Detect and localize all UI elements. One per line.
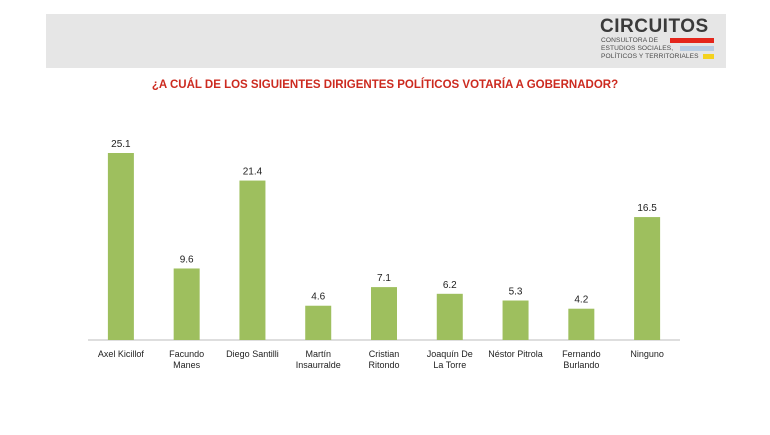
logo-line-1: CONSULTORA DE bbox=[601, 37, 659, 44]
category-label-5-1: La Torre bbox=[433, 360, 466, 370]
category-label-2-0: Diego Santilli bbox=[226, 349, 279, 359]
bar-6 bbox=[502, 300, 529, 340]
bar-value-label-5: 6.2 bbox=[443, 280, 457, 291]
logo-line-3: POLÍTICOS Y TERRITORIALES bbox=[601, 53, 699, 60]
bar-1 bbox=[173, 268, 200, 340]
bar-value-label-7: 4.2 bbox=[574, 295, 588, 306]
bar-7 bbox=[568, 308, 595, 340]
logo-red-bar bbox=[670, 38, 714, 43]
category-label-3-1: Insaurralde bbox=[296, 360, 341, 370]
category-label-8-0: Ninguno bbox=[630, 349, 664, 359]
logo-blue-bar bbox=[680, 46, 714, 51]
bar-value-label-8: 16.5 bbox=[637, 203, 657, 214]
bar-8 bbox=[634, 217, 661, 340]
logo-yellow-bar bbox=[703, 54, 714, 59]
category-label-1-1: Manes bbox=[173, 360, 201, 370]
category-label-4-1: Ritondo bbox=[368, 360, 399, 370]
circuitos-logo: CIRCUITOS CONSULTORA DE ESTUDIOS SOCIALE… bbox=[600, 16, 722, 64]
bar-3 bbox=[305, 305, 332, 340]
bar-value-label-6: 5.3 bbox=[509, 287, 523, 298]
bar-0 bbox=[107, 153, 134, 340]
bar-5 bbox=[436, 293, 463, 340]
category-label-5-0: Joaquín De bbox=[427, 349, 473, 359]
chart-title: ¿A CUÁL DE LOS SIGUIENTES DIRIGENTES POL… bbox=[151, 79, 619, 91]
bar-value-label-1: 9.6 bbox=[180, 254, 194, 265]
bar-4 bbox=[371, 287, 397, 340]
category-label-1-0: Facundo bbox=[169, 349, 204, 359]
logo-line-2: ESTUDIOS SOCIALES, bbox=[601, 45, 674, 52]
category-label-7-1: Burlando bbox=[563, 360, 599, 370]
bar-2 bbox=[239, 180, 266, 340]
category-label-4-0: Cristian bbox=[369, 349, 400, 359]
logo-title: CIRCUITOS bbox=[600, 16, 709, 37]
bar-value-label-2: 21.4 bbox=[243, 167, 263, 178]
category-label-3-0: Martín bbox=[305, 349, 331, 359]
bar-value-label-0: 25.1 bbox=[111, 139, 131, 150]
category-label-7-0: Fernando bbox=[562, 349, 601, 359]
header-band bbox=[46, 14, 726, 68]
bar-value-label-4: 7.1 bbox=[377, 273, 391, 284]
category-label-0-0: Axel Kicillof bbox=[98, 349, 145, 359]
category-label-6-0: Néstor Pitrola bbox=[488, 349, 543, 359]
bar-value-label-3: 4.6 bbox=[311, 292, 325, 303]
